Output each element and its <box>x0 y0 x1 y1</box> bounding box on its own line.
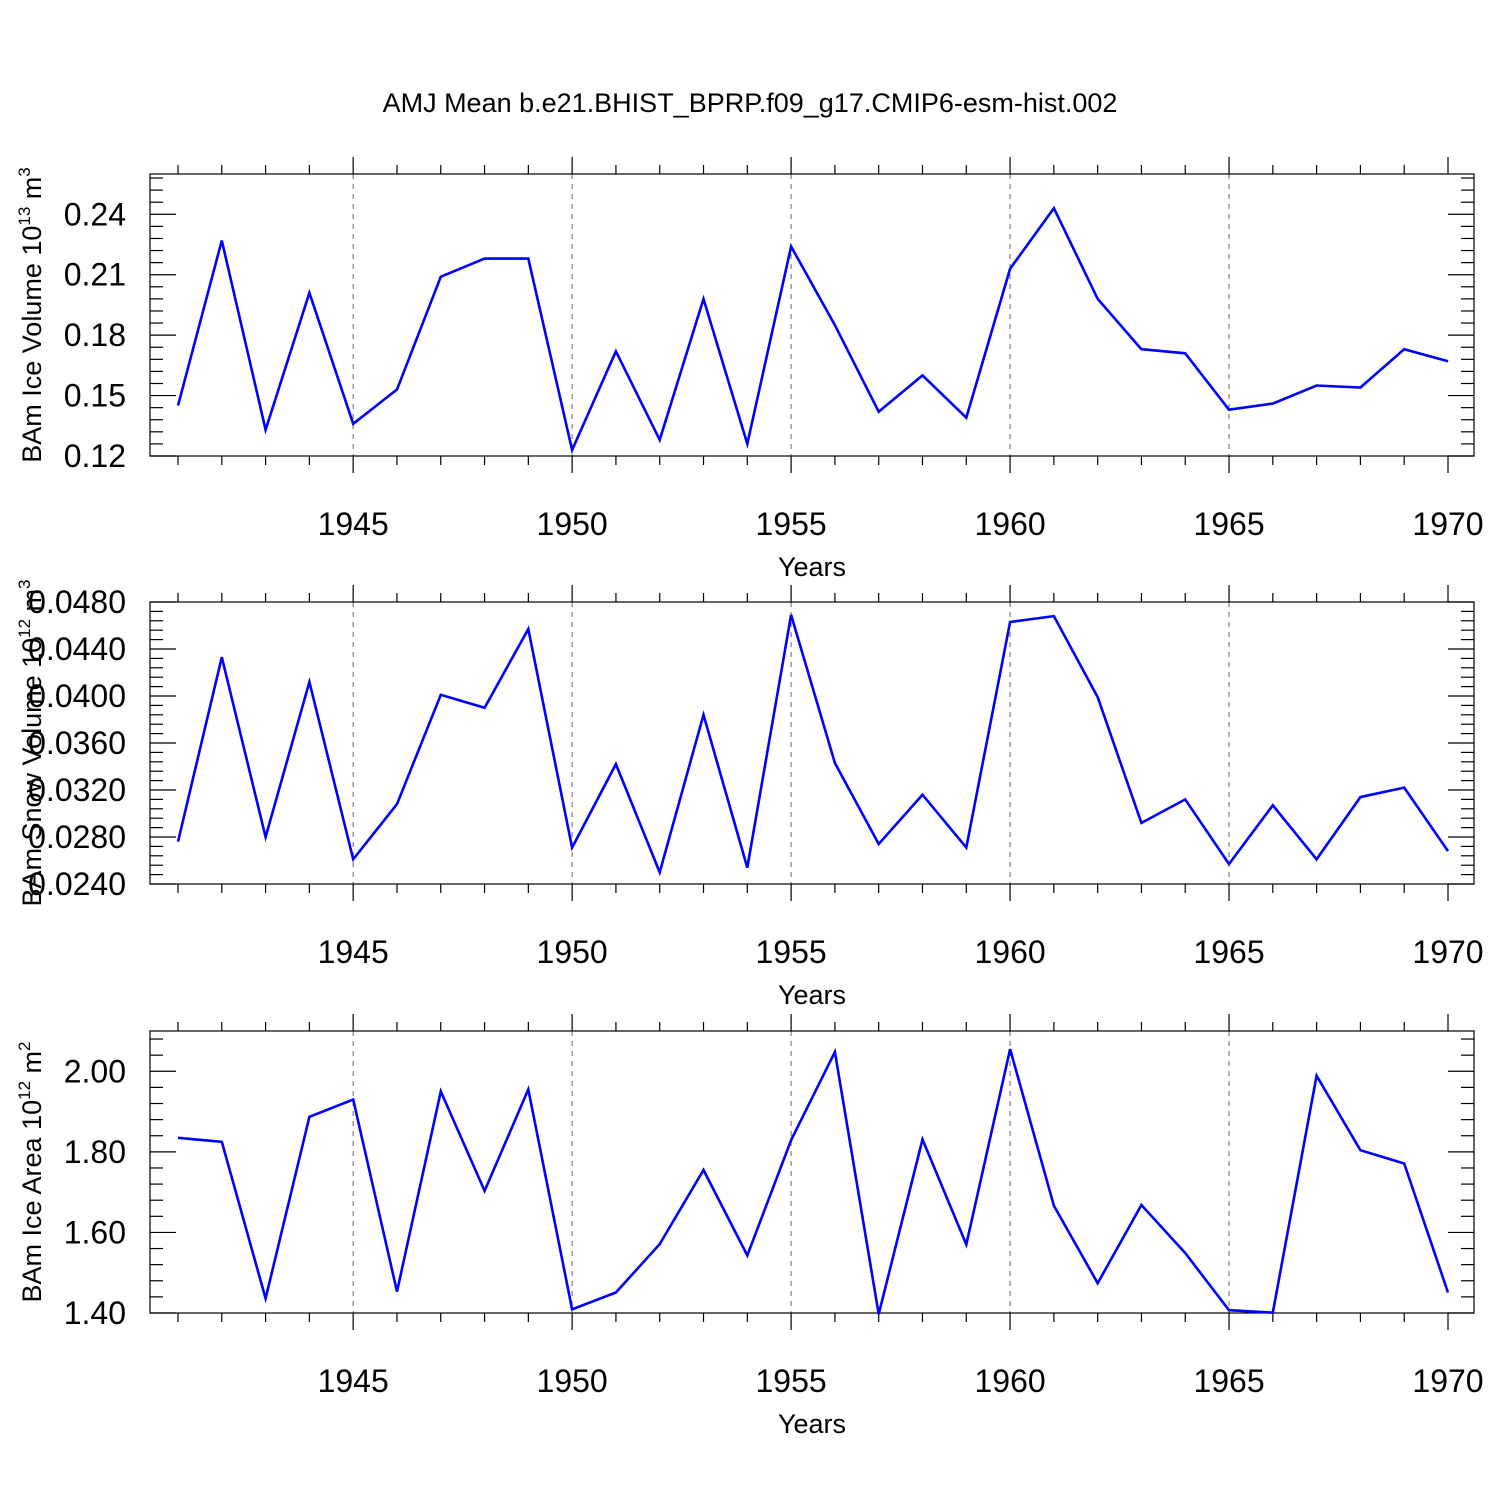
y-tick-label: 0.24 <box>64 196 126 232</box>
y-tick-label: 0.0240 <box>28 866 126 902</box>
x-tick-label: 1965 <box>1193 934 1264 970</box>
y-tick-label: 1.60 <box>64 1214 126 1250</box>
chart-panel-1: 0.12 0.15 0.18 0.21 0.24 1945 1950 1955 1960 1965… <box>15 157 1484 582</box>
x-tick-label: 1970 <box>1412 1363 1483 1399</box>
series-line <box>176 614 1450 877</box>
y-tick-label: 0.0400 <box>28 678 126 714</box>
y-tick-label: 0.18 <box>64 317 126 353</box>
y-tick-label: 0.0480 <box>28 584 126 620</box>
panels: 0.12 0.15 0.18 0.21 0.24 1945 1950 1955 1960 1965… <box>15 157 1484 1439</box>
y-tick-label: 0.21 <box>64 257 126 293</box>
x-tick-label: 1970 <box>1412 506 1483 542</box>
y-tick-label: 0.0280 <box>28 819 126 855</box>
series-line <box>177 1047 1450 1315</box>
x-tick-label: 1960 <box>974 1363 1045 1399</box>
y-tick-label: 0.0360 <box>28 725 126 761</box>
x-tick-label: 1955 <box>756 1363 827 1399</box>
y-axis-title: BAm Ice Area 1012 m2 <box>15 1042 47 1303</box>
plot-frame <box>149 1030 1475 1314</box>
x-tick-label: 1970 <box>1412 934 1483 970</box>
y-tick-label: 2.00 <box>64 1053 126 1089</box>
chart-panel-3: 1.40 1.60 1.80 2.00 1945 1950 1955 1960 1965 1970… <box>15 1014 1484 1439</box>
y-axis-title: BAm Snow Volume 1012 m3 <box>15 579 47 906</box>
x-tick-label: 1965 <box>1193 506 1264 542</box>
x-tick-label: 1960 <box>974 934 1045 970</box>
y-tick-label: 0.0440 <box>28 631 126 667</box>
x-tick-label: 1945 <box>318 934 389 970</box>
x-tick-label: 1955 <box>756 934 827 970</box>
plot-frame <box>149 173 1475 457</box>
x-tick-label: 1950 <box>537 1363 608 1399</box>
x-tick-label: 1950 <box>537 934 608 970</box>
y-tick-label: 1.40 <box>64 1295 126 1331</box>
chart-panel-2: 0.0240 0.0280 0.0320 0.0360 0.0400 0.0440 0.04… <box>15 579 1484 1010</box>
figure-title: AMJ Mean b.e21.BHIST_BPRP.f09_g17.CMIP6-… <box>383 88 1118 118</box>
y-tick-label: 1.80 <box>64 1134 126 1170</box>
y-tick-label: 0.0320 <box>28 772 126 808</box>
x-axis-title: Years <box>778 980 846 1010</box>
x-tick-label: 1960 <box>974 506 1045 542</box>
x-tick-label: 1950 <box>537 506 608 542</box>
x-axis-title: Years <box>778 552 846 582</box>
x-tick-label: 1945 <box>318 506 389 542</box>
y-tick-label: 0.15 <box>64 378 126 414</box>
y-axis-title: BAm Ice Volume 1013 m3 <box>15 167 47 463</box>
x-axis-title: Years <box>778 1409 846 1439</box>
series-line <box>176 205 1449 455</box>
y-tick-label: 0.12 <box>64 438 126 474</box>
x-tick-label: 1955 <box>756 506 827 542</box>
x-tick-label: 1965 <box>1193 1363 1264 1399</box>
x-tick-label: 1945 <box>318 1363 389 1399</box>
